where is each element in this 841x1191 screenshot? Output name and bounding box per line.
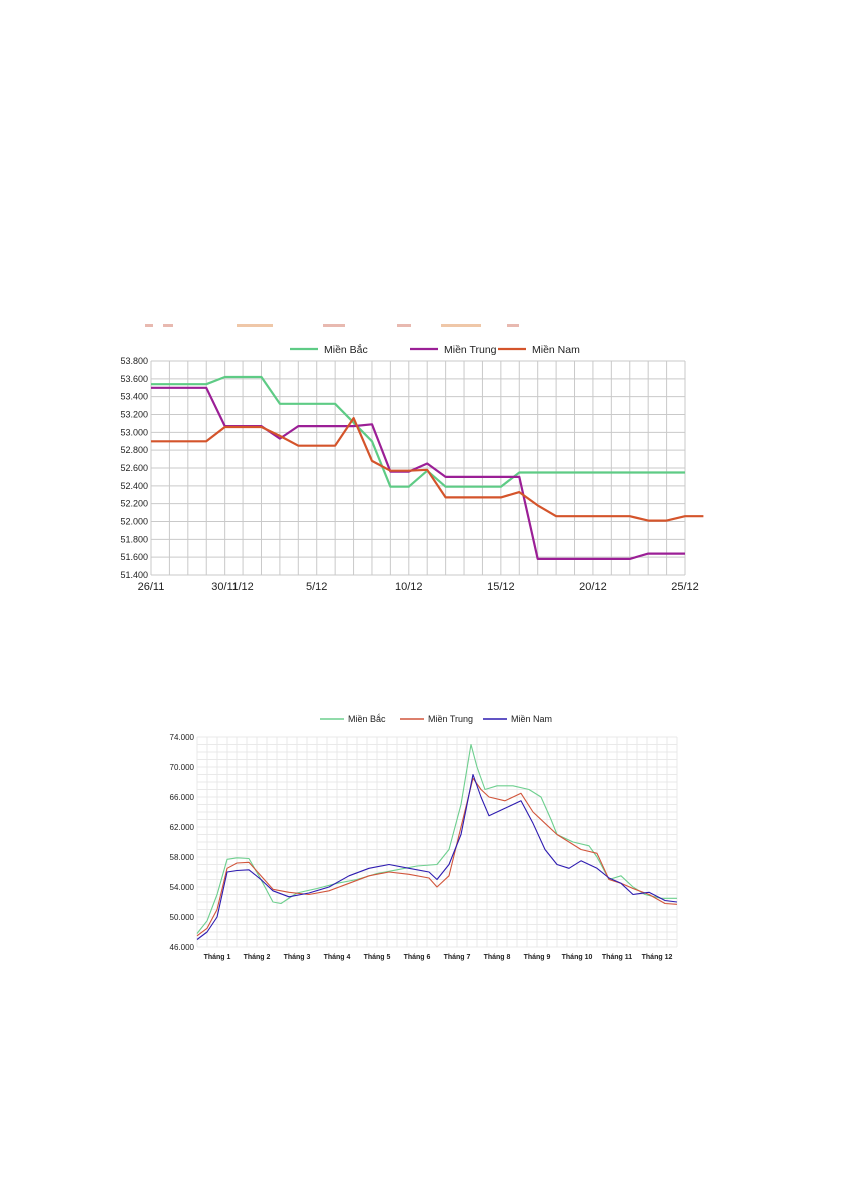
chart-1-x-tick-label: 5/12 xyxy=(306,581,327,593)
chart-1-series-line xyxy=(151,416,704,522)
price-chart-december: 53.800 53.600 53.400 53.200 53.000 52.800 52.6… xyxy=(120,315,710,605)
chart-2-x-tick-label: Tháng 8 xyxy=(484,954,511,961)
chart-1-x-tick-label: 1/12 xyxy=(232,581,253,593)
chart-2-x-tick-label: Tháng 11 xyxy=(602,954,632,961)
chart-1-x-tick-label: 20/12 xyxy=(579,581,607,593)
chart-1-x-tick-label: 26/11 xyxy=(138,581,165,593)
chart-1-y-tick-label: 53.800 xyxy=(120,356,148,366)
chart-1-y-tick-label: 52.000 xyxy=(120,517,148,527)
chart-1-legend-label: Miền Bắc xyxy=(324,343,368,356)
chart-1-x-tick-label: 15/12 xyxy=(487,581,515,593)
chart-1-y-tick-label: 51.800 xyxy=(120,534,148,544)
chart-2-y-tick-label: 46.000 xyxy=(170,943,195,952)
chart-1-y-tick-label: 53.200 xyxy=(120,410,148,420)
chart-1-legend-label: Miền Trung xyxy=(444,344,497,356)
chart-1-x-tick-label: 10/12 xyxy=(395,581,423,593)
chart-2-x-tick-label: Tháng 10 xyxy=(562,954,593,961)
chart-1-y-tick-label: 53.600 xyxy=(120,374,148,384)
chart-1-y-tick-label: 53.000 xyxy=(120,427,148,437)
chart-1-y-tick-label: 53.400 xyxy=(120,392,148,402)
chart-2-y-tick-label: 54.000 xyxy=(170,883,195,892)
chart-1-svg: 53.800 53.600 53.400 53.200 53.000 52.800 52.6… xyxy=(120,343,704,593)
chart-2-x-tick-label: Tháng 7 xyxy=(444,954,471,961)
chart-2-x-tick-label: Tháng 5 xyxy=(364,954,391,961)
chart-2-x-tick-label: Tháng 4 xyxy=(324,954,351,961)
chart-2-svg: 74.000 70.000 66.000 62.000 58.000 54.000 50.0… xyxy=(170,714,678,961)
chart-1-y-tick-label: 52.200 xyxy=(120,499,148,509)
chart-2-y-tick-label: 50.000 xyxy=(170,913,195,922)
chart-2-legend-label: Miền Trung xyxy=(428,714,473,724)
chart-1-x-tick-label: 30/11 xyxy=(211,581,238,593)
chart-2-legend-label: Miền Nam xyxy=(511,714,552,724)
chart-1-legend-label: Miền Nam xyxy=(532,344,580,356)
chart-1-y-tick-label: 51.400 xyxy=(120,570,148,580)
chart-1-y-tick-label: 52.400 xyxy=(120,481,148,491)
chart-1-y-tick-label: 52.800 xyxy=(120,445,148,455)
chart-2-x-tick-label: Tháng 9 xyxy=(524,954,551,961)
chart-2-x-tick-label: Tháng 2 xyxy=(244,954,271,961)
chart-2-x-tick-label: Tháng 6 xyxy=(404,954,431,961)
faded-text-strip-graphic xyxy=(145,324,519,327)
chart-2-y-tick-label: 62.000 xyxy=(170,823,195,832)
chart-2-y-tick-label: 66.000 xyxy=(170,793,195,802)
chart-1-x-tick-label: 25/12 xyxy=(671,581,699,593)
chart-2-x-tick-label: Tháng 1 xyxy=(204,954,231,961)
chart-2-series-line xyxy=(196,773,678,940)
chart-2-y-tick-label: 74.000 xyxy=(170,733,195,742)
chart-1-y-tick-label: 52.600 xyxy=(120,463,148,473)
chart-2-legend-label: Miền Bắc xyxy=(348,714,386,724)
chart-2-y-tick-label: 70.000 xyxy=(170,763,195,772)
chart-1-y-tick-label: 51.600 xyxy=(120,552,148,562)
price-chart-yearly: 74.000 70.000 66.000 62.000 58.000 54.000 50.0… xyxy=(150,708,690,961)
chart-2-x-tick-label: Tháng 3 xyxy=(284,954,311,961)
chart-1-series-line xyxy=(151,375,685,488)
chart-2-x-tick-label: Tháng 12 xyxy=(642,954,673,961)
chart-2-series-line xyxy=(196,777,678,937)
faded-text-strip xyxy=(145,322,545,328)
chart-2-y-tick-label: 58.000 xyxy=(170,853,195,862)
